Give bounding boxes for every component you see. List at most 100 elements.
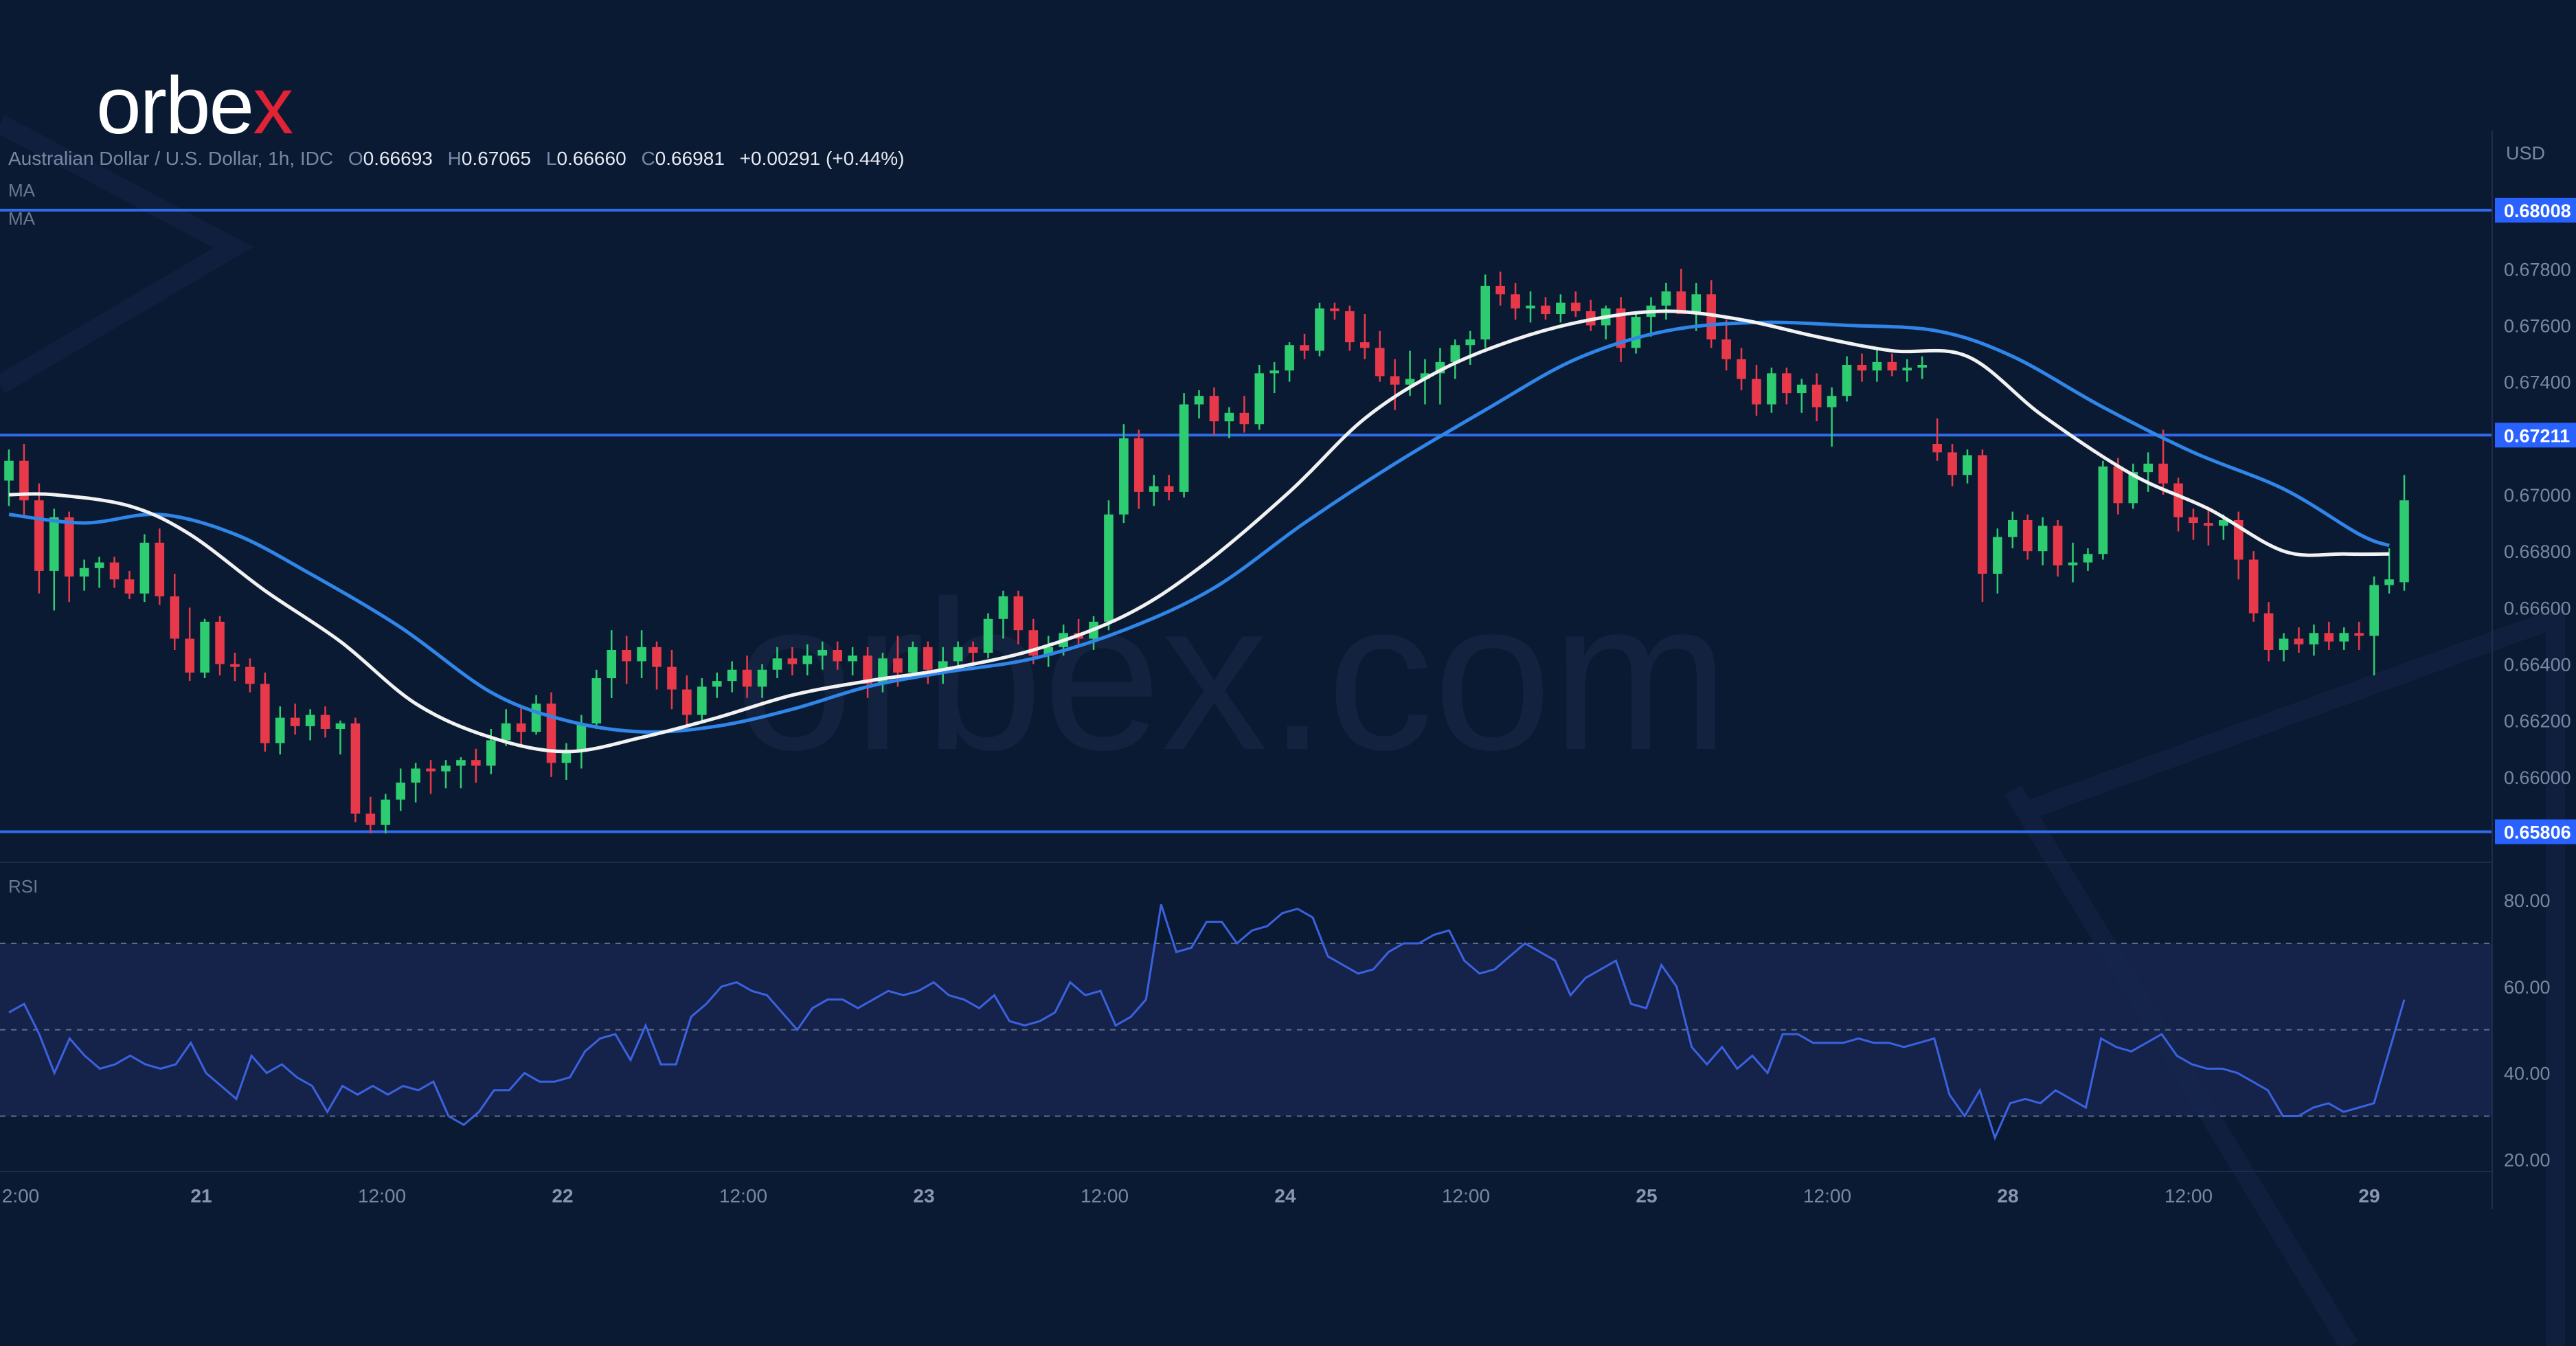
candle-body bbox=[607, 649, 617, 679]
candle-body bbox=[591, 678, 602, 724]
candle-down bbox=[833, 641, 842, 670]
candle-up bbox=[2399, 475, 2409, 591]
candle-body bbox=[697, 686, 707, 715]
candle-down bbox=[1857, 353, 1867, 382]
candle-up bbox=[200, 618, 210, 679]
candle-body bbox=[908, 647, 918, 673]
candle-up bbox=[591, 669, 602, 730]
candle-down bbox=[2233, 511, 2244, 580]
candle-body bbox=[1164, 486, 1174, 492]
candle-body bbox=[1209, 396, 1219, 422]
candle-body bbox=[2369, 585, 2379, 636]
rsi-indicator-label[interactable]: RSI bbox=[8, 876, 38, 897]
candle-body bbox=[1315, 308, 1324, 351]
candle-body bbox=[1300, 345, 1309, 351]
candle-up bbox=[1842, 356, 1852, 402]
candle-down bbox=[170, 574, 180, 650]
candle-body bbox=[2384, 579, 2394, 585]
candle-body bbox=[2053, 526, 2063, 565]
candle-body bbox=[2113, 466, 2123, 504]
candle-up bbox=[2068, 542, 2078, 583]
candle-body bbox=[4, 460, 14, 481]
candle-body bbox=[667, 666, 677, 690]
time-tick-label: 22 bbox=[552, 1185, 573, 1207]
change-value: +0.00291 (+0.44%) bbox=[739, 148, 905, 169]
candle-body bbox=[1706, 294, 1716, 340]
candle-body bbox=[1796, 384, 1807, 394]
candle-up bbox=[139, 534, 150, 603]
candle-body bbox=[1782, 373, 1792, 394]
candle-up bbox=[1269, 361, 1279, 394]
candle-body bbox=[637, 647, 646, 662]
price-tick-label: 0.66600 bbox=[2504, 598, 2571, 618]
time-tick-label: 12:00 bbox=[2165, 1185, 2213, 1207]
candle-up bbox=[1119, 424, 1129, 524]
candle-up bbox=[712, 672, 722, 698]
candle-body bbox=[2279, 638, 2289, 650]
price-tick-label: 0.66000 bbox=[2504, 767, 2571, 788]
candle-body bbox=[124, 579, 135, 594]
candle-up bbox=[772, 647, 782, 679]
candle-body bbox=[426, 768, 436, 772]
candle-body bbox=[305, 715, 315, 726]
candle-body bbox=[2204, 523, 2213, 526]
candle-up bbox=[1465, 330, 1476, 366]
candle-body bbox=[1239, 412, 1250, 425]
candle-body bbox=[1902, 368, 1912, 371]
candle-body bbox=[2068, 562, 2078, 565]
candle-body bbox=[64, 517, 74, 577]
candle-body bbox=[742, 669, 752, 687]
ma-indicator-label-2[interactable]: MA bbox=[8, 208, 35, 229]
candle-up bbox=[94, 557, 104, 588]
candle-body bbox=[19, 460, 29, 501]
candle-down bbox=[124, 570, 135, 600]
candle-down bbox=[968, 641, 978, 664]
candle-down bbox=[2204, 508, 2213, 546]
candle-body bbox=[185, 638, 194, 673]
candle-up bbox=[2083, 548, 2093, 571]
candle-body bbox=[1104, 514, 1114, 622]
candle-up bbox=[79, 559, 89, 591]
candle-body bbox=[1224, 412, 1234, 422]
candle-down bbox=[19, 444, 29, 517]
candle-body bbox=[2339, 633, 2349, 642]
ma-slow-line bbox=[8, 320, 2390, 734]
candle-down bbox=[1811, 373, 1822, 422]
candle-up bbox=[817, 641, 828, 670]
candle-down bbox=[1676, 269, 1686, 315]
symbol-header: Australian Dollar / U.S. Dollar, 1h, IDC… bbox=[8, 148, 905, 169]
candle-body bbox=[1676, 291, 1686, 315]
candle-up bbox=[1179, 393, 1189, 498]
candle-down bbox=[1239, 396, 1250, 433]
candle-body bbox=[1811, 384, 1822, 407]
candle-body bbox=[1932, 444, 1942, 453]
candle-up bbox=[1661, 282, 1671, 320]
close-value: 0.66981 bbox=[655, 148, 725, 169]
candle-body bbox=[79, 568, 89, 577]
candle-down bbox=[320, 706, 330, 738]
candle-up bbox=[1796, 379, 1807, 413]
level-price-label: 0.67211 bbox=[2504, 425, 2570, 446]
candle-body bbox=[652, 647, 662, 667]
candle-down bbox=[1752, 365, 1761, 416]
candle-up bbox=[727, 661, 737, 693]
rsi-line bbox=[8, 904, 2406, 1141]
candle-down bbox=[1164, 475, 1174, 501]
candle-up bbox=[1872, 348, 1882, 382]
time-tick-label: 12:00 bbox=[1442, 1185, 1490, 1207]
candle-up bbox=[1149, 475, 1159, 506]
candle-body bbox=[2189, 517, 2198, 524]
candle-up bbox=[275, 706, 285, 754]
brand-logo: orbex bbox=[96, 60, 293, 151]
candle-body bbox=[1691, 294, 1702, 315]
ma-indicator-label-1[interactable]: MA bbox=[8, 180, 35, 201]
candle-body bbox=[260, 684, 270, 743]
candle-down bbox=[1345, 305, 1355, 351]
candle-down bbox=[2248, 551, 2259, 622]
candle-down bbox=[1721, 319, 1731, 371]
candle-body bbox=[1993, 537, 2002, 574]
candle-down bbox=[365, 796, 376, 834]
candle-body bbox=[863, 655, 872, 684]
candle-up bbox=[456, 757, 466, 789]
candle-body bbox=[1254, 373, 1265, 425]
